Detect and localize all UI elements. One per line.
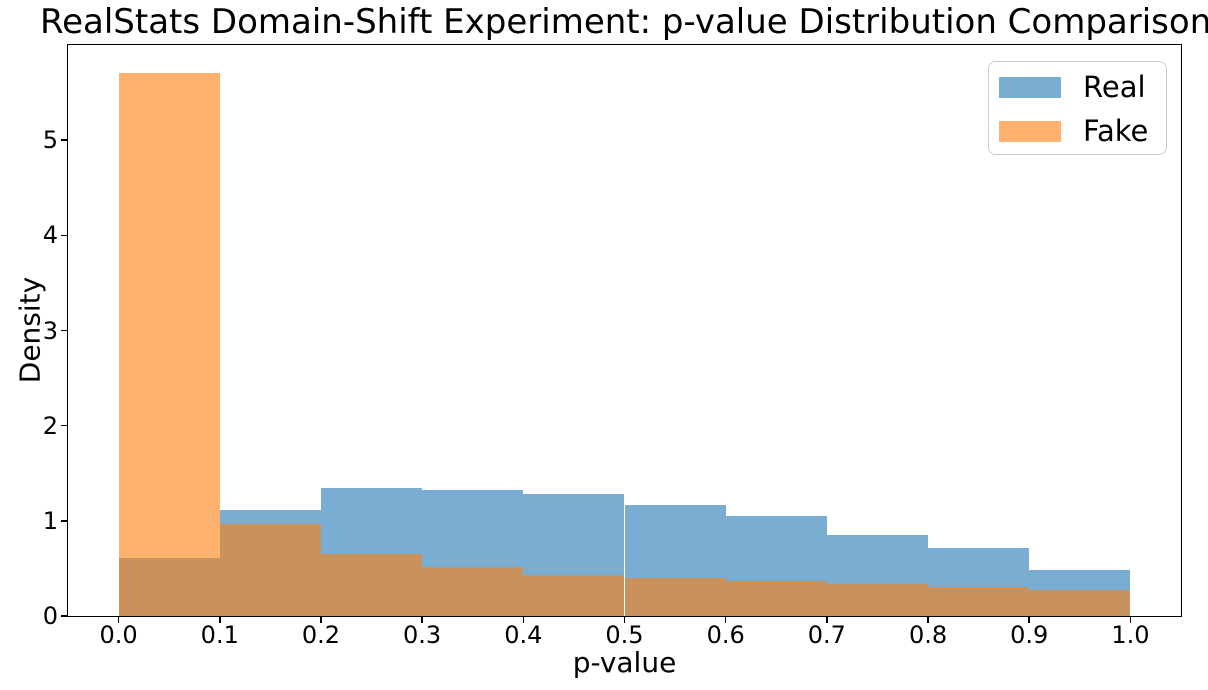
bar-fake-bin1 [118,72,220,616]
x-tick-mark-0.0 [117,616,120,623]
bar-fake-bin3 [320,554,423,616]
legend-swatch-fake [999,120,1061,142]
bar-fake-bin5 [523,575,625,616]
x-tick-mark-0.5 [623,616,626,623]
x-tick-mark-1.0 [1129,616,1132,623]
legend-label-fake: Fake [1083,114,1149,148]
legend-entry-fake: Fake [999,114,1166,148]
y-axis-label: Density [13,276,46,384]
x-axis-label: p-value [572,646,677,679]
bar-fake-bin10 [1029,590,1131,616]
x-tick-mark-0.9 [1028,616,1031,623]
legend-entry-real: Real [999,70,1166,104]
x-tick-mark-0.6 [724,616,727,623]
plot-area [68,45,1181,616]
legend-swatch-real [999,76,1061,98]
chart-title: RealStats Domain-Shift Experiment: p-val… [40,2,1208,42]
bar-fake-bin8 [826,583,929,616]
legend-label-real: Real [1083,70,1146,104]
bar-fake-bin7 [725,580,827,616]
x-tick-mark-0.1 [218,616,221,623]
x-tick-mark-0.4 [522,616,525,623]
bar-fake-bin2 [219,523,321,616]
bar-fake-bin6 [624,577,726,616]
bar-fake-bin9 [928,586,1030,616]
series-fake [68,45,1181,616]
x-tick-mark-0.8 [927,616,929,623]
x-tick-mark-0.7 [826,616,828,623]
legend: Real Fake [988,61,1167,155]
x-tick-mark-0.3 [421,616,423,623]
bar-fake-bin4 [422,566,524,616]
x-tick-mark-0.2 [320,616,322,623]
